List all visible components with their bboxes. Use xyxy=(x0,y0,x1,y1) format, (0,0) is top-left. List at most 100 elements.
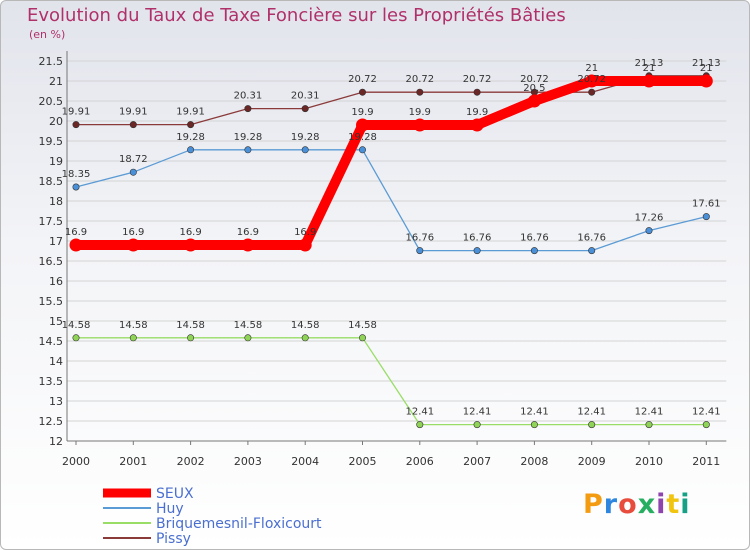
data-point xyxy=(244,105,252,113)
x-tick-label: 2004 xyxy=(291,455,319,468)
y-tick-label: 19.5 xyxy=(39,135,64,148)
y-tick-label: 20 xyxy=(49,115,63,128)
data-point xyxy=(301,146,309,154)
data-label: 19.28 xyxy=(234,132,263,143)
y-tick-label: 21 xyxy=(49,75,63,88)
legend-label: Briquemesnil-Floxicourt xyxy=(156,516,322,532)
data-label: 17.26 xyxy=(635,213,664,224)
y-tick-label: 13.5 xyxy=(39,375,64,388)
series-line-huy xyxy=(75,149,707,252)
data-label: 16.9 xyxy=(237,227,259,238)
data-point xyxy=(358,146,366,154)
y-tick-label: 19 xyxy=(49,155,63,168)
data-label: 16.76 xyxy=(405,233,434,244)
data-label: 14.58 xyxy=(119,320,148,331)
data-label: 18.72 xyxy=(119,154,148,165)
x-tick-label: 2008 xyxy=(520,455,548,468)
data-label: 20.31 xyxy=(234,91,263,102)
data-label: 21.13 xyxy=(635,58,664,69)
y-tick-label: 20.5 xyxy=(39,95,64,108)
legend-label: Pissy xyxy=(156,531,191,547)
y-tick-label: 18.5 xyxy=(39,175,64,188)
axes: 21.5 21 20.5 20 19.5 19 18.5 18 17.5 17 16.5 16 15.5… xyxy=(39,51,727,468)
data-label: 16.9 xyxy=(65,227,87,238)
data-point xyxy=(416,247,424,255)
data-point xyxy=(588,88,596,96)
data-point xyxy=(527,94,541,108)
data-label: 16.76 xyxy=(577,233,606,244)
x-tick-label: 2011 xyxy=(692,455,720,468)
series-line-seux xyxy=(71,76,712,250)
data-point xyxy=(244,146,252,154)
data-label: 19.28 xyxy=(291,132,320,143)
data-label: 14.58 xyxy=(234,320,263,331)
x-tick-label: 2007 xyxy=(463,455,491,468)
data-point xyxy=(72,334,80,342)
y-tick-label: 13 xyxy=(49,395,63,408)
data-label: 20.5 xyxy=(523,83,545,94)
data-point xyxy=(356,118,369,132)
data-point xyxy=(473,421,481,429)
data-label: 12.41 xyxy=(405,407,434,418)
x-tick-label: 2000 xyxy=(62,455,90,468)
y-tick-label: 15 xyxy=(49,315,63,328)
data-label: 21 xyxy=(585,63,598,74)
data-label: 16.9 xyxy=(122,227,144,238)
data-label: 21 xyxy=(700,63,713,74)
y-tick-label: 16 xyxy=(49,275,63,288)
data-point xyxy=(413,118,427,132)
data-label: 19.9 xyxy=(409,107,431,118)
x-tick-label: 2006 xyxy=(406,455,434,468)
data-point xyxy=(416,88,424,96)
y-tick-label: 21.5 xyxy=(39,55,64,68)
legend-label: Huy xyxy=(156,501,184,517)
data-label: 16.76 xyxy=(463,233,492,244)
y-tick-label: 14 xyxy=(49,355,63,368)
data-label: 12.41 xyxy=(692,407,721,418)
data-label: 20.72 xyxy=(463,74,492,85)
y-axis-unit: (en %) xyxy=(29,28,66,41)
data-label: 19.91 xyxy=(119,107,148,118)
data-label: 14.58 xyxy=(62,320,91,331)
data-point xyxy=(129,121,137,129)
data-label: 21 xyxy=(643,63,656,74)
legend-label: SEUX xyxy=(156,486,194,502)
data-point xyxy=(358,88,366,96)
proxiti-logo: Proxiti xyxy=(583,489,691,520)
y-tick-label: 12.5 xyxy=(39,415,64,428)
data-label: 12.41 xyxy=(520,407,549,418)
x-tick-label: 2010 xyxy=(635,455,663,468)
series-line-briquemesnil-floxicourt xyxy=(75,337,707,426)
data-label: 20.72 xyxy=(348,74,377,85)
data-label: 20.72 xyxy=(405,74,434,85)
data-point xyxy=(530,421,538,429)
series-lines xyxy=(69,72,713,429)
data-point xyxy=(129,168,137,176)
data-point xyxy=(588,421,596,429)
data-label: 20.72 xyxy=(577,74,606,85)
y-tick-label: 15.5 xyxy=(39,295,64,308)
data-point xyxy=(645,421,653,429)
data-point xyxy=(699,74,713,88)
chart-title: Evolution du Taux de Taxe Foncière sur l… xyxy=(27,5,566,26)
data-label: 20.72 xyxy=(520,74,549,85)
y-tick-label: 14.5 xyxy=(39,335,64,348)
data-point xyxy=(187,334,195,342)
data-point xyxy=(301,334,309,342)
data-point xyxy=(184,238,198,252)
data-point xyxy=(470,118,484,132)
data-label: 18.35 xyxy=(62,169,91,180)
data-label: 19.91 xyxy=(176,107,205,118)
x-tick-label: 2003 xyxy=(234,455,262,468)
data-label: 19.91 xyxy=(62,107,91,118)
data-label: 16.76 xyxy=(520,233,549,244)
data-point xyxy=(645,227,653,235)
data-point xyxy=(72,183,80,191)
data-point xyxy=(187,121,195,129)
data-label: 21.13 xyxy=(692,58,721,69)
data-point xyxy=(69,238,83,252)
data-label: 12.41 xyxy=(635,407,664,418)
data-label: 16.9 xyxy=(294,227,316,238)
